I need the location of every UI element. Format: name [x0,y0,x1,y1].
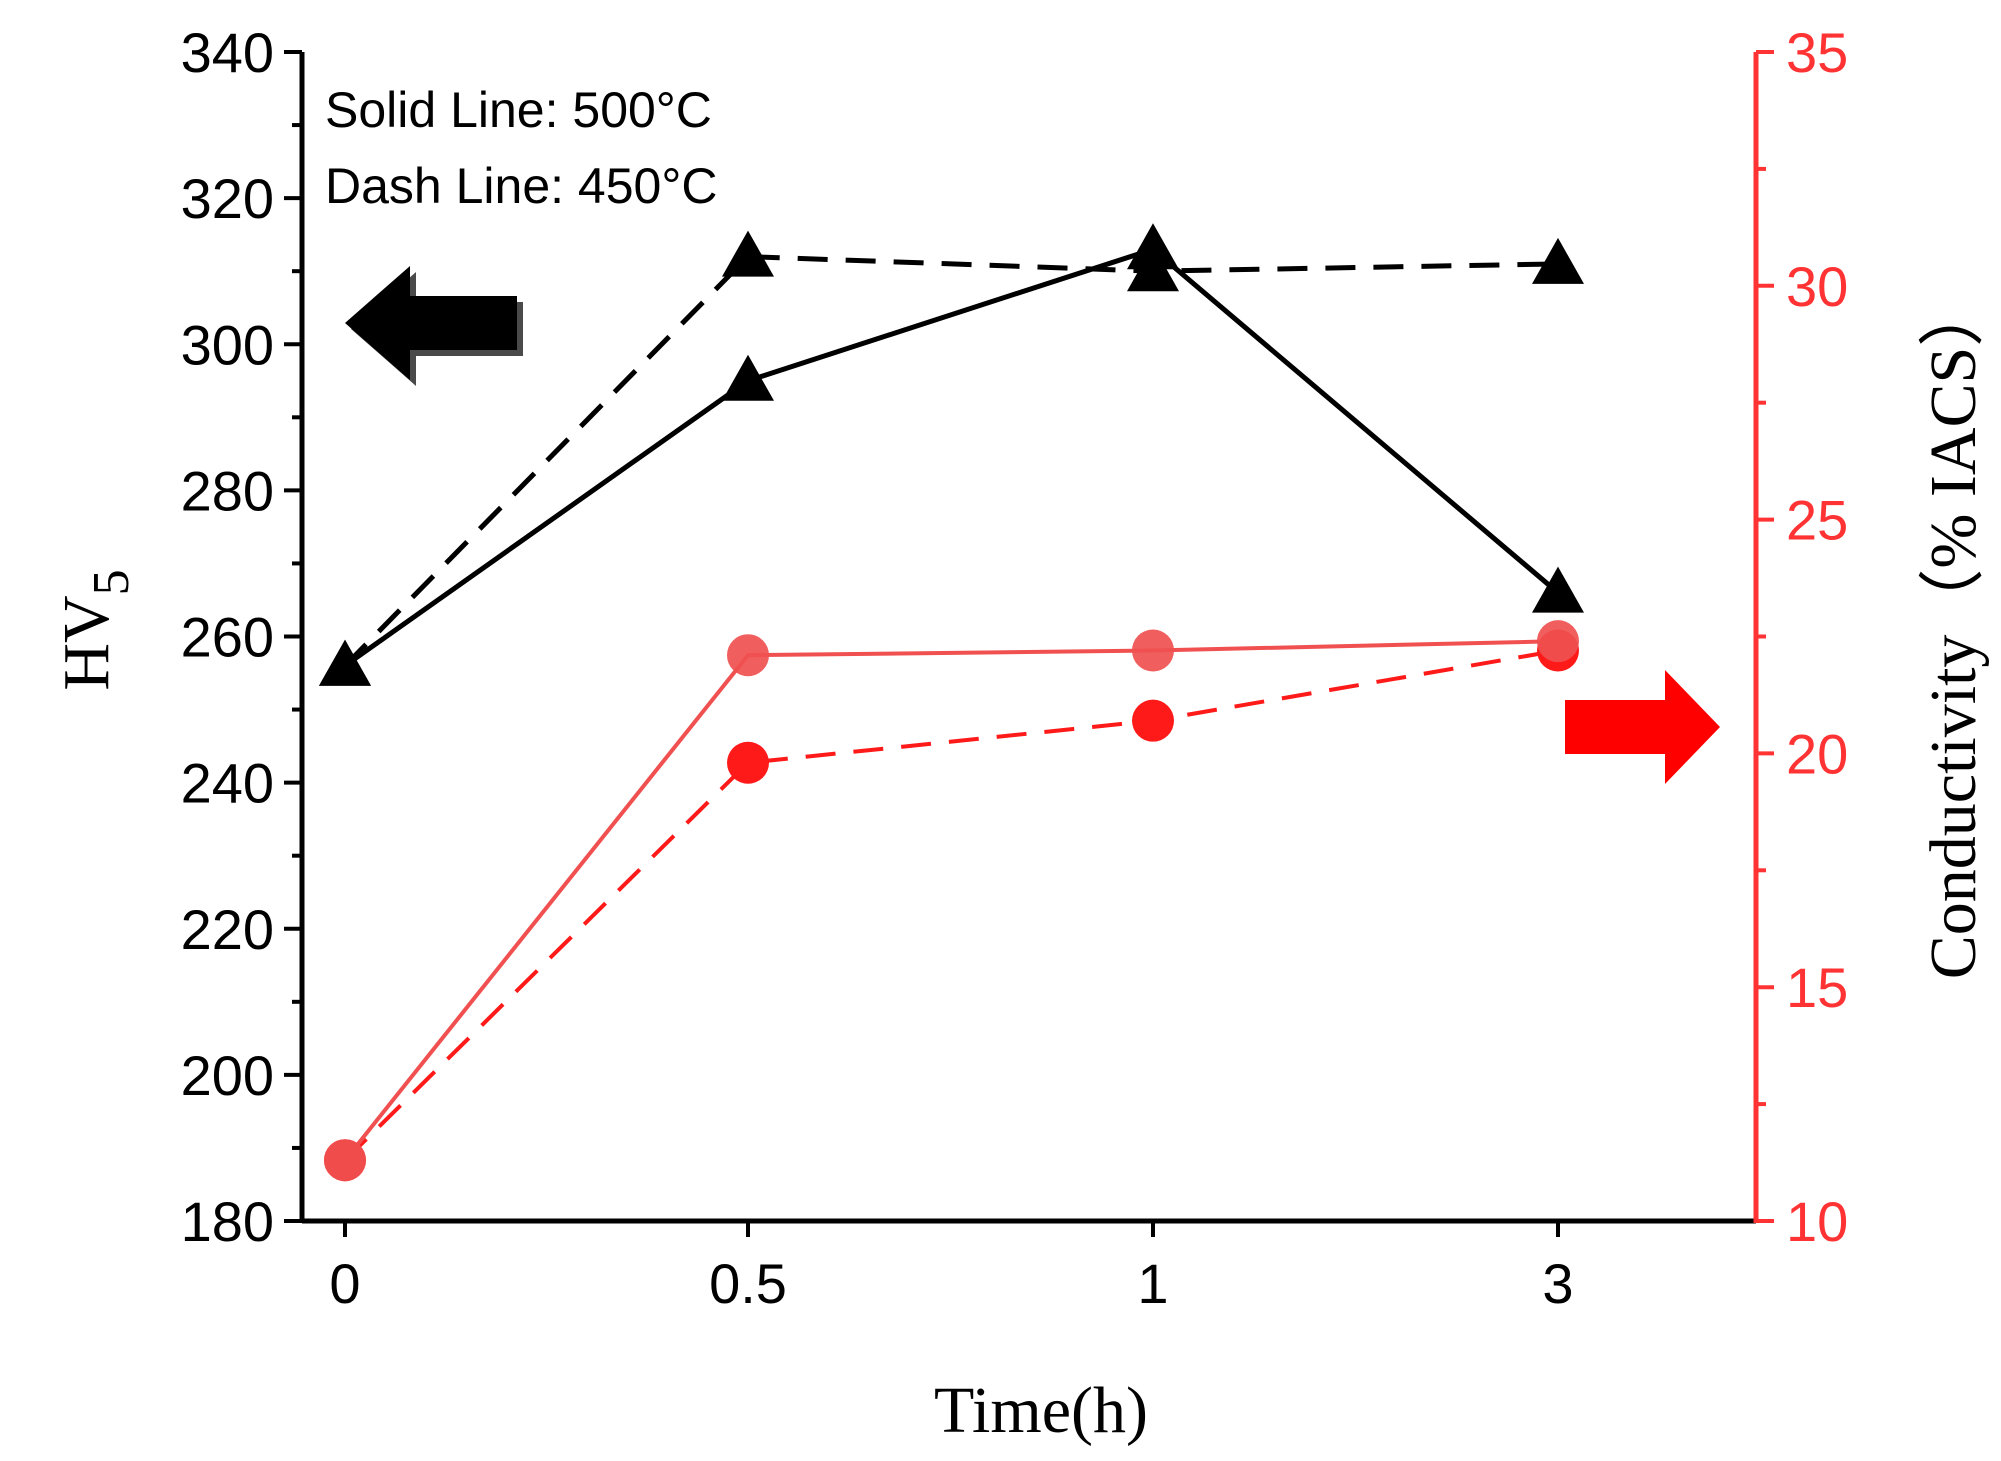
y-axis-right-title: Conductivity（% IACS） [1917,281,1990,980]
y-right-tick-label: 25 [1786,489,1848,552]
data-point-circle [727,634,769,677]
arrow-left-icon [345,266,523,386]
annotation-solid: Solid Line: 500°C [325,82,712,138]
y-right-tick-label: 10 [1786,1190,1848,1253]
data-point-triangle [1532,237,1584,284]
x-axis-title: Time(h) [934,1374,1148,1447]
x-tick-label: 1 [1137,1252,1168,1315]
data-point-triangle [722,354,774,401]
y-left-tick-label: 180 [181,1190,274,1253]
annotation-dash: Dash Line: 450°C [325,158,717,214]
series-line [343,254,1559,668]
y-left-tick-label: 300 [181,313,274,376]
series-line [343,246,1560,668]
data-point-circle [1537,620,1579,663]
y-left-tick-label: 200 [181,1044,274,1107]
data-point-circle [1132,629,1174,672]
data-point-circle [1132,699,1174,742]
arrow-right-icon [1565,670,1720,784]
y-left-tick-label: 340 [181,21,274,84]
data-point-circle [324,1139,366,1182]
data-point-triangle [1532,566,1584,613]
axes-layer: 1802002202402602803003203401015202530350… [181,21,1849,1315]
y-left-tick-label: 320 [181,167,274,230]
data-point-triangle [319,639,371,686]
y-left-tick-label: 240 [181,752,274,815]
x-tick-label: 3 [1542,1252,1573,1315]
series-line [343,639,1559,1162]
data-point-triangle [722,230,774,277]
y-left-tick-label: 220 [181,898,274,961]
y-axis-left-title: HV5 [50,569,140,690]
series-line [343,648,1559,1162]
y-left-tick-label: 260 [181,606,274,669]
series-layer [319,223,1584,1182]
x-tick-label: 0 [329,1252,360,1315]
y-right-tick-label: 30 [1786,255,1848,318]
y-left-tick-label: 280 [181,459,274,522]
x-tick-label: 0.5 [709,1252,787,1315]
data-point-circle [727,741,769,784]
y-right-tick-label: 15 [1786,956,1848,1019]
y-right-tick-label: 20 [1786,722,1848,785]
data-point-triangle [1127,223,1179,270]
y-right-tick-label: 35 [1786,21,1848,84]
